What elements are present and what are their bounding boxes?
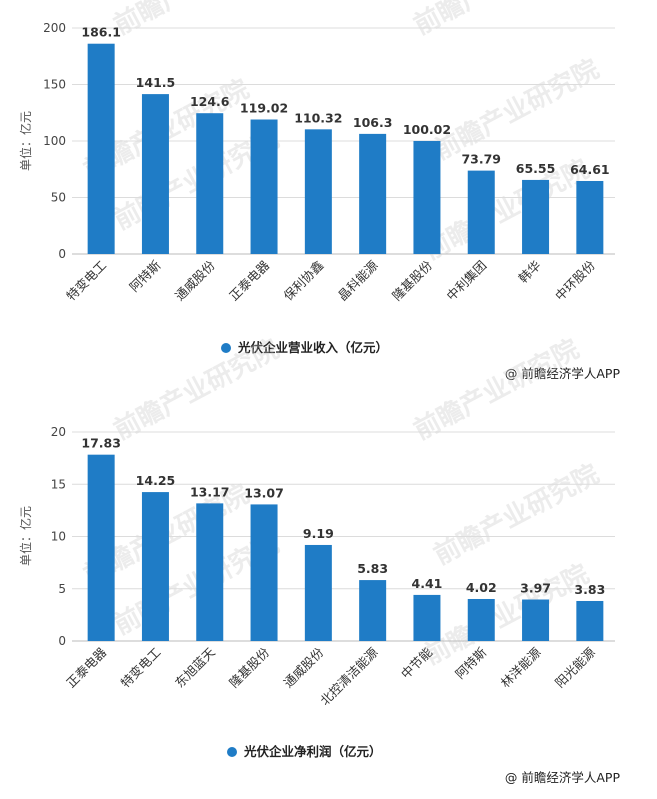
data-label: 100.02	[403, 122, 451, 137]
watermark-text: 前瞻产业研究院	[419, 153, 594, 266]
y-tick-label: 50	[51, 191, 66, 205]
legend[interactable]: 光伏企业净利润（亿元）	[227, 744, 382, 759]
bar	[576, 600, 604, 641]
data-label: 186.1	[81, 25, 121, 40]
data-label: 64.61	[570, 162, 610, 177]
x-tick-label: 正泰电器	[226, 257, 272, 303]
bar	[87, 43, 115, 254]
data-label: 13.17	[190, 484, 230, 499]
legend-marker	[221, 343, 231, 353]
x-tick-label: 中利集团	[443, 258, 489, 304]
legend[interactable]: 光伏企业营业收入（亿元）	[221, 340, 388, 355]
y-tick-label: 15	[51, 477, 66, 491]
source-credit: @ 前瞻经济学人APP	[505, 770, 621, 785]
bar	[196, 503, 224, 641]
watermark-text: 前瞻产业研究院	[109, 0, 284, 41]
x-tick-label: 特变电工	[63, 258, 109, 304]
bar	[196, 113, 224, 255]
x-tick-label: 中环股份	[552, 257, 598, 303]
bar	[304, 544, 332, 641]
x-tick-label: 晶科能源	[335, 257, 381, 303]
data-label: 141.5	[136, 75, 176, 90]
x-tick-label: 北控清洁能源	[317, 644, 381, 708]
bar	[522, 599, 550, 641]
data-label: 4.41	[412, 576, 443, 591]
bar-chart-1: 前瞻产业研究院前瞻产业研究院前瞻产业研究院前瞻产业研究院前瞻产业研究院前瞻产业研…	[18, 0, 620, 381]
bar	[141, 94, 169, 254]
data-label: 5.83	[357, 561, 388, 576]
y-tick-label: 10	[51, 530, 66, 544]
x-tick-label: 保利协鑫	[280, 258, 326, 304]
bar	[413, 140, 441, 254]
bar	[576, 180, 604, 254]
bar	[141, 492, 169, 641]
data-label: 73.79	[461, 152, 501, 167]
x-tick-label: 特变电工	[118, 645, 164, 691]
data-label: 17.83	[81, 436, 121, 451]
y-tick-label: 5	[58, 582, 66, 596]
y-tick-label: 0	[58, 247, 66, 261]
bar	[304, 129, 332, 254]
legend-label: 光伏企业净利润（亿元）	[243, 744, 382, 759]
x-tick-label: 通威股份	[172, 257, 218, 303]
y-tick-label: 150	[43, 78, 66, 92]
watermark-text: 前瞻产业研究院	[409, 0, 584, 41]
watermark-text: 前瞻产业研究院	[409, 333, 584, 446]
data-label: 3.83	[574, 582, 605, 597]
legend-marker	[227, 747, 237, 757]
bar	[467, 598, 495, 641]
bar	[250, 119, 278, 254]
watermark-text: 前瞻产业研究院	[429, 458, 604, 571]
x-tick-label: 韩华	[515, 258, 543, 286]
data-label: 106.3	[353, 115, 393, 130]
watermark-text: 前瞻产业研究院	[419, 558, 594, 671]
bar	[359, 580, 387, 641]
source-credit: @ 前瞻经济学人APP	[505, 366, 621, 381]
data-label: 14.25	[136, 473, 176, 488]
legend-label: 光伏企业营业收入（亿元）	[237, 340, 388, 355]
data-label: 110.32	[294, 110, 342, 125]
bar	[413, 594, 441, 641]
bar	[87, 454, 115, 641]
x-tick-label: 隆基股份	[389, 257, 435, 303]
y-tick-label: 20	[51, 425, 66, 439]
y-tick-label: 200	[43, 21, 66, 35]
data-label: 4.02	[466, 580, 497, 595]
data-label: 65.55	[516, 161, 556, 176]
data-label: 119.02	[240, 101, 288, 116]
y-tick-label: 100	[43, 134, 66, 148]
bar	[250, 504, 278, 641]
x-tick-label: 东旭蓝天	[172, 644, 218, 690]
bar	[467, 170, 495, 254]
watermark-text: 前瞻产业研究院	[109, 333, 284, 446]
y-tick-label: 0	[58, 634, 66, 648]
x-tick-label: 林洋能源	[498, 644, 544, 690]
y-axis-label: 单位：亿元	[18, 506, 33, 566]
x-tick-label: 阳光能源	[552, 644, 598, 690]
bar	[522, 179, 550, 254]
data-label: 9.19	[303, 526, 334, 541]
bar-chart-2: 前瞻产业研究院前瞻产业研究院前瞻产业研究院前瞻产业研究院前瞻产业研究院前瞻产业研…	[18, 333, 620, 785]
y-axis-label: 单位：亿元	[18, 111, 33, 171]
x-tick-label: 阿特斯	[126, 258, 163, 295]
x-tick-label: 隆基股份	[226, 644, 272, 690]
data-label: 3.97	[520, 581, 551, 596]
watermark-text: 前瞻产业研究院	[429, 53, 604, 166]
x-tick-label: 正泰电器	[63, 644, 109, 690]
bar	[359, 133, 387, 254]
data-label: 124.6	[190, 94, 230, 109]
data-label: 13.07	[244, 485, 284, 500]
x-tick-label: 通威股份	[280, 644, 326, 690]
